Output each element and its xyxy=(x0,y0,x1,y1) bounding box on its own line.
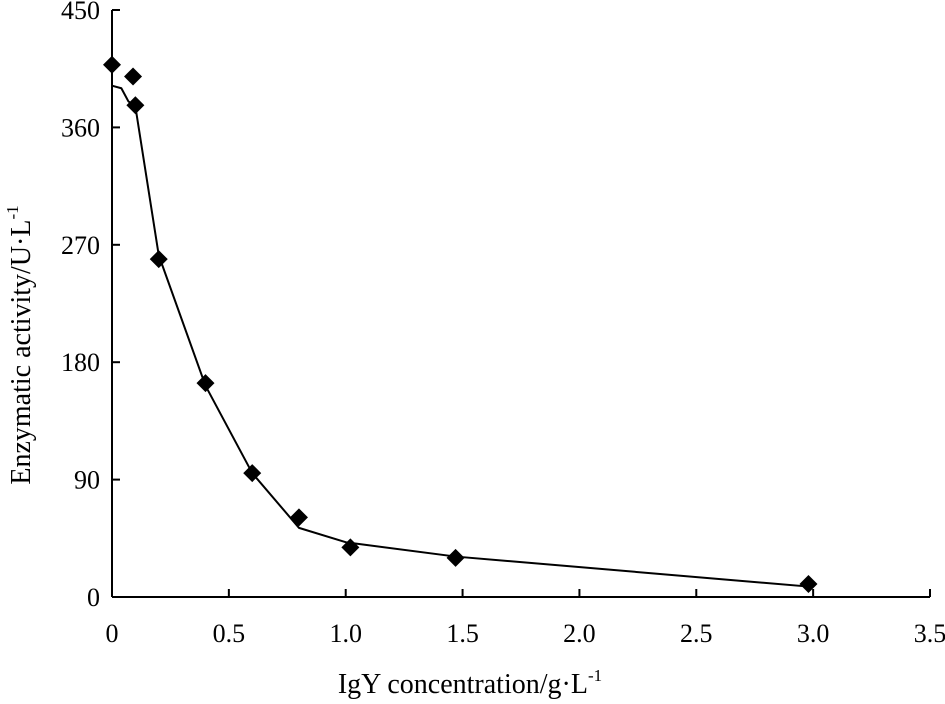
x-axis-title-text: IgY concentration/g·L xyxy=(338,669,588,700)
x-tick-label: 0 xyxy=(106,619,119,648)
axes xyxy=(111,10,930,598)
y-axis-title-text: Enzymatic activity/U·L xyxy=(6,220,37,485)
y-axis-title: Enzymatic activity/U·L-1 xyxy=(3,205,37,484)
data-point xyxy=(196,374,215,393)
fit-line xyxy=(111,84,809,588)
y-tick-label: 360 xyxy=(61,113,100,142)
data-points xyxy=(103,55,818,593)
data-point xyxy=(243,464,262,483)
y-axis-title-superscript: -1 xyxy=(3,205,22,219)
y-tick-label: 90 xyxy=(74,466,100,495)
y-tick-label: 270 xyxy=(61,231,100,260)
data-point xyxy=(799,574,818,593)
data-point xyxy=(341,538,360,557)
ticks: 0 90 180 270 360 450 0 0.5 1.0 1.5 2.0 2.5 3.0 3.5 xyxy=(61,0,945,648)
data-point xyxy=(446,548,465,567)
y-tick-label: 0 xyxy=(87,583,100,612)
x-tick-label: 1.5 xyxy=(446,619,479,648)
data-point xyxy=(103,55,121,74)
data-point xyxy=(149,250,168,269)
x-tick-label: 2.5 xyxy=(680,619,713,648)
y-tick-label: 450 xyxy=(61,0,100,25)
x-axis-title: IgY concentration/g·L-1 xyxy=(338,666,602,700)
x-axis-title-superscript: -1 xyxy=(588,666,602,685)
x-tick-label: 0.5 xyxy=(213,619,246,648)
x-tick-label: 1.0 xyxy=(329,619,362,648)
y-tick-label: 180 xyxy=(61,348,100,377)
x-tick-label: 3.0 xyxy=(797,619,830,648)
data-point xyxy=(289,508,308,527)
data-point xyxy=(124,67,143,86)
x-tick-label: 2.0 xyxy=(563,619,596,648)
x-tick-label: 3.5 xyxy=(914,619,945,648)
fit-line-group xyxy=(111,84,809,588)
data-point xyxy=(126,96,145,115)
